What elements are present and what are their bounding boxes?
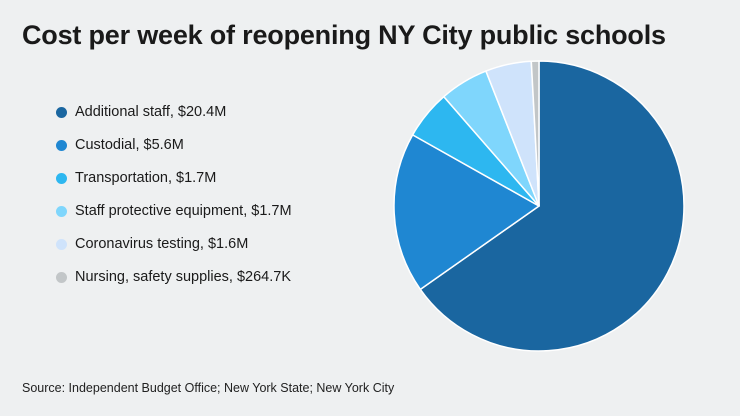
legend-swatch	[56, 205, 67, 217]
pie-slice	[393, 134, 540, 291]
legend-label: Staff protective equipment, $1.7M	[75, 203, 292, 219]
legend-swatch	[56, 106, 67, 118]
chart-title: Cost per week of reopening NY City publi…	[22, 20, 666, 50]
legend-item: Transportation, $1.7M	[56, 167, 292, 189]
legend-swatch	[56, 271, 67, 283]
source-note: Source: Independent Budget Office; New Y…	[22, 381, 395, 395]
pie-slice	[419, 60, 685, 352]
legend-label: Additional staff, $20.4M	[75, 104, 227, 120]
legend-item: Custodial, $5.6M	[56, 134, 292, 156]
legend-swatch	[56, 139, 67, 151]
legend: Additional staff, $20.4M Custodial, $5.6M…	[56, 101, 292, 299]
legend-item: Nursing, safety supplies, $264.7K	[56, 266, 292, 288]
pie-slice	[530, 60, 540, 207]
legend-label: Coronavirus testing, $1.6M	[75, 236, 249, 252]
legend-label: Custodial, $5.6M	[75, 137, 184, 153]
legend-swatch	[56, 238, 67, 250]
legend-item: Staff protective equipment, $1.7M	[56, 200, 292, 222]
legend-item: Coronavirus testing, $1.6M	[56, 233, 292, 255]
legend-label: Nursing, safety supplies, $264.7K	[75, 269, 292, 285]
legend-label: Transportation, $1.7M	[75, 170, 217, 186]
legend-item: Additional staff, $20.4M	[56, 101, 292, 123]
legend-swatch	[56, 172, 67, 184]
